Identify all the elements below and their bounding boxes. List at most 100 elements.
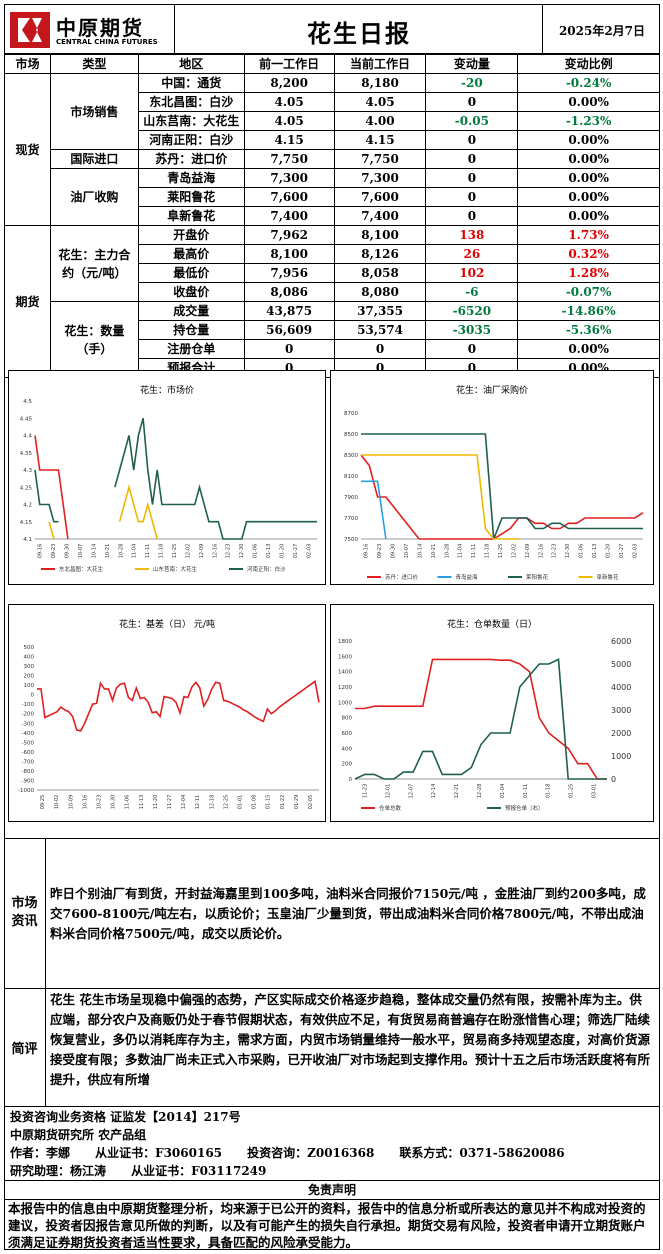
x-tick-label: 02-03 <box>632 544 638 559</box>
y2-tick-label: 2000 <box>611 729 631 738</box>
y-tick-label: 7900 <box>344 495 358 501</box>
x-tick-label: 11-11 <box>471 544 477 559</box>
chg-cell: 0 <box>425 206 519 226</box>
y2-tick-label: 0 <box>611 775 616 784</box>
y-tick-label: 7500 <box>344 537 358 543</box>
type-cell: 花生：主力合约（元/吨） <box>49 225 139 302</box>
x-tick-label: 10-16 <box>82 795 88 810</box>
region-cell: 收盘价 <box>137 282 245 302</box>
x-tick-label: 01-29 <box>294 795 300 810</box>
y-tick-label: 8300 <box>344 453 358 459</box>
pct-cell: 1.28% <box>517 263 660 283</box>
prev-cell: 7,600 <box>243 187 335 207</box>
prev-cell: 4.05 <box>243 111 335 131</box>
column-header: 类型 <box>49 54 139 74</box>
prev-cell: 43,875 <box>243 301 335 321</box>
y2-tick-label: 4000 <box>611 683 631 692</box>
table-row: 花生：数量（手） 成交量 43,875 37,355 -6520 -14.86% <box>5 301 660 378</box>
cur-cell: 4.00 <box>333 111 427 131</box>
prev-cell: 0 <box>243 339 335 359</box>
series-line <box>37 679 320 732</box>
divider-right <box>542 4 543 54</box>
page-title: 花生日报 <box>307 19 411 48</box>
legend-label: 预报仓单（右） <box>505 804 544 812</box>
x-tick-label: 01-11 <box>523 784 529 799</box>
y-tick-label: 4.25 <box>20 485 33 491</box>
footer-assistant: 研究助理：杨江涛 从业证书：F03117249 <box>10 1164 267 1178</box>
x-tick-label: 12-28 <box>477 784 483 799</box>
x-tick-label: 12-16 <box>538 544 544 559</box>
cur-cell: 8,126 <box>333 244 427 264</box>
chg-cell: 0 <box>425 149 519 169</box>
x-tick-label: 09-16 <box>38 544 44 559</box>
region-cell: 山东莒南：大花生 <box>137 111 245 131</box>
x-tick-label: 10-02 <box>54 795 60 810</box>
y-tick-label: -500 <box>22 740 35 746</box>
region-cell: 注册仓单 <box>137 339 245 359</box>
cur-cell: 8,100 <box>333 225 427 245</box>
y-tick-label: 1200 <box>338 685 352 691</box>
x-tick-label: 12-18 <box>209 795 215 810</box>
price-table: 市场 类型 地区 前一工作日 当前工作日 变动量 变动比例 现货 市场销售 中国：通货 8,200 8… <box>4 54 660 378</box>
y-tick-label: 500 <box>24 645 35 651</box>
legend-label: 仓单总数 <box>379 804 402 812</box>
y-tick-label: 8500 <box>344 432 358 438</box>
pct-cell: 0.32% <box>517 244 660 264</box>
y-tick-label: 4.45 <box>20 416 33 422</box>
y-tick-label: 200 <box>342 762 353 768</box>
chg-cell: -6 <box>425 282 519 302</box>
y-tick-label: 1600 <box>338 654 352 660</box>
series-line <box>360 454 644 540</box>
x-tick-label: 11-27 <box>167 795 173 810</box>
x-tick-label: 09-23 <box>51 544 57 559</box>
disclaimer-text: 本报告中的信息由中原期货整理分析，均来源于已公开的资料，报告中的信息分析或所表达… <box>8 1201 646 1250</box>
cur-cell: 7,750 <box>333 149 427 169</box>
divider-left <box>174 4 175 54</box>
y2-tick-label: 6000 <box>611 637 631 646</box>
company-logo <box>10 12 50 48</box>
y-tick-label: 4.4 <box>23 434 32 440</box>
y-tick-label: 4.35 <box>20 451 33 457</box>
market-cell: 现货 <box>4 73 51 226</box>
x-tick-label: 12-11 <box>195 795 201 810</box>
y-tick-label: -900 <box>22 778 35 784</box>
x-tick-label: 10-28 <box>118 544 124 559</box>
table-row: 期货 花生：主力合约（元/吨） 开盘价 7,962 8,100 138 1.73% <box>4 225 660 378</box>
legend-label: 山东莒南：大花生 <box>153 565 198 573</box>
x-tick-label: 03-01 <box>592 784 598 799</box>
x-tick-label: 11-04 <box>132 544 138 559</box>
pct-cell: -1.23% <box>517 111 660 131</box>
prev-cell: 8,100 <box>243 244 335 264</box>
prev-cell: 56,609 <box>243 320 335 340</box>
type-cell: 国际进口 <box>49 149 139 169</box>
x-tick-label: 12-09 <box>199 544 205 559</box>
x-tick-label: 09-25 <box>40 795 46 810</box>
x-tick-label: 12-25 <box>223 795 229 810</box>
chg-cell: 0 <box>425 130 519 150</box>
pct-cell: 0.00% <box>517 130 660 150</box>
cur-cell: 37,355 <box>333 301 427 321</box>
region-cell: 莱阳鲁花 <box>137 187 245 207</box>
y-tick-label: 100 <box>24 683 35 689</box>
x-tick-label: 01-06 <box>253 544 259 559</box>
x-tick-label: 11-20 <box>153 795 159 810</box>
y-tick-label: 4.1 <box>23 537 32 543</box>
series-line <box>361 433 643 540</box>
y-tick-label: 4.2 <box>23 503 32 509</box>
x-tick-label: 09-30 <box>65 544 71 559</box>
chart-title: 花生：市场价 <box>139 386 194 396</box>
y-tick-label: -800 <box>22 769 35 775</box>
y-tick-label: -600 <box>22 750 35 756</box>
y2-tick-label: 3000 <box>611 706 631 715</box>
pct-cell: -0.07% <box>517 282 660 302</box>
prev-cell: 7,956 <box>243 263 335 283</box>
x-tick-label: 12-07 <box>408 784 414 799</box>
x-tick-label: 12-01 <box>385 784 391 799</box>
chart-warehouse-receipts: 花生：仓单数量（日） 1800 1600 1400 1200 1000 800 600 400… <box>330 604 654 822</box>
footer-author: 作者：李娜 从业证书：F3060165 投资咨询：Z0016368 联系方式：0… <box>10 1146 565 1160</box>
column-header: 变动比例 <box>517 54 660 74</box>
x-tick-label: 10-07 <box>404 544 410 559</box>
cur-cell: 7,600 <box>333 187 427 207</box>
market-info-label-text: 市场资讯 <box>11 896 38 929</box>
y-tick-label: -700 <box>22 759 35 765</box>
